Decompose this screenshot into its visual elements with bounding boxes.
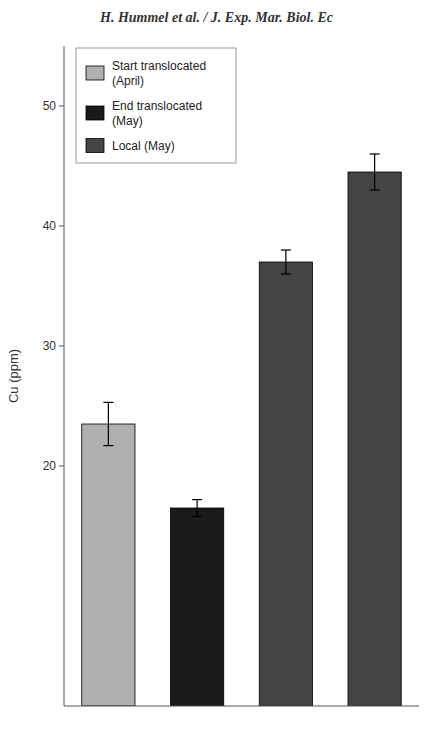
y-tick xyxy=(59,346,64,347)
error-bar xyxy=(103,402,113,445)
legend-frame xyxy=(76,48,236,163)
legend-swatch xyxy=(86,106,104,120)
legend-label: Start translocated(April) xyxy=(112,59,206,88)
chart-svg: H. Hummel et al. / J. Exp. Mar. Biol. Ec… xyxy=(0,0,433,730)
x-axis-line xyxy=(64,706,419,707)
y-tick-label: 40 xyxy=(43,219,57,233)
bar xyxy=(82,424,135,706)
y-tick-label: 20 xyxy=(43,459,57,473)
bars xyxy=(82,154,402,706)
error-bar xyxy=(370,154,380,190)
y-axis-line xyxy=(64,46,65,706)
legend-label: End translocated(May) xyxy=(112,99,202,128)
bar xyxy=(348,172,401,706)
chart-container: H. Hummel et al. / J. Exp. Mar. Biol. Ec… xyxy=(0,0,433,730)
y-tick xyxy=(59,466,64,467)
y-tick xyxy=(59,106,64,107)
y-tick-label: 30 xyxy=(43,339,57,353)
bar xyxy=(171,508,224,706)
y-tick xyxy=(59,226,64,227)
title: H. Hummel et al. / J. Exp. Mar. Biol. Ec xyxy=(99,10,334,25)
y-tick-label: 50 xyxy=(43,99,57,113)
y-axis: 20 30 40 50 xyxy=(43,99,64,473)
bar xyxy=(259,262,312,706)
legend-swatch xyxy=(86,66,104,80)
legend: Start translocated(April) End translocate… xyxy=(76,48,236,163)
error-bar xyxy=(281,250,291,274)
y-axis-label: Cu (ppm) xyxy=(6,349,21,403)
legend-label: Local (May) xyxy=(112,139,175,153)
error-bar xyxy=(192,500,202,517)
legend-swatch xyxy=(86,139,104,153)
